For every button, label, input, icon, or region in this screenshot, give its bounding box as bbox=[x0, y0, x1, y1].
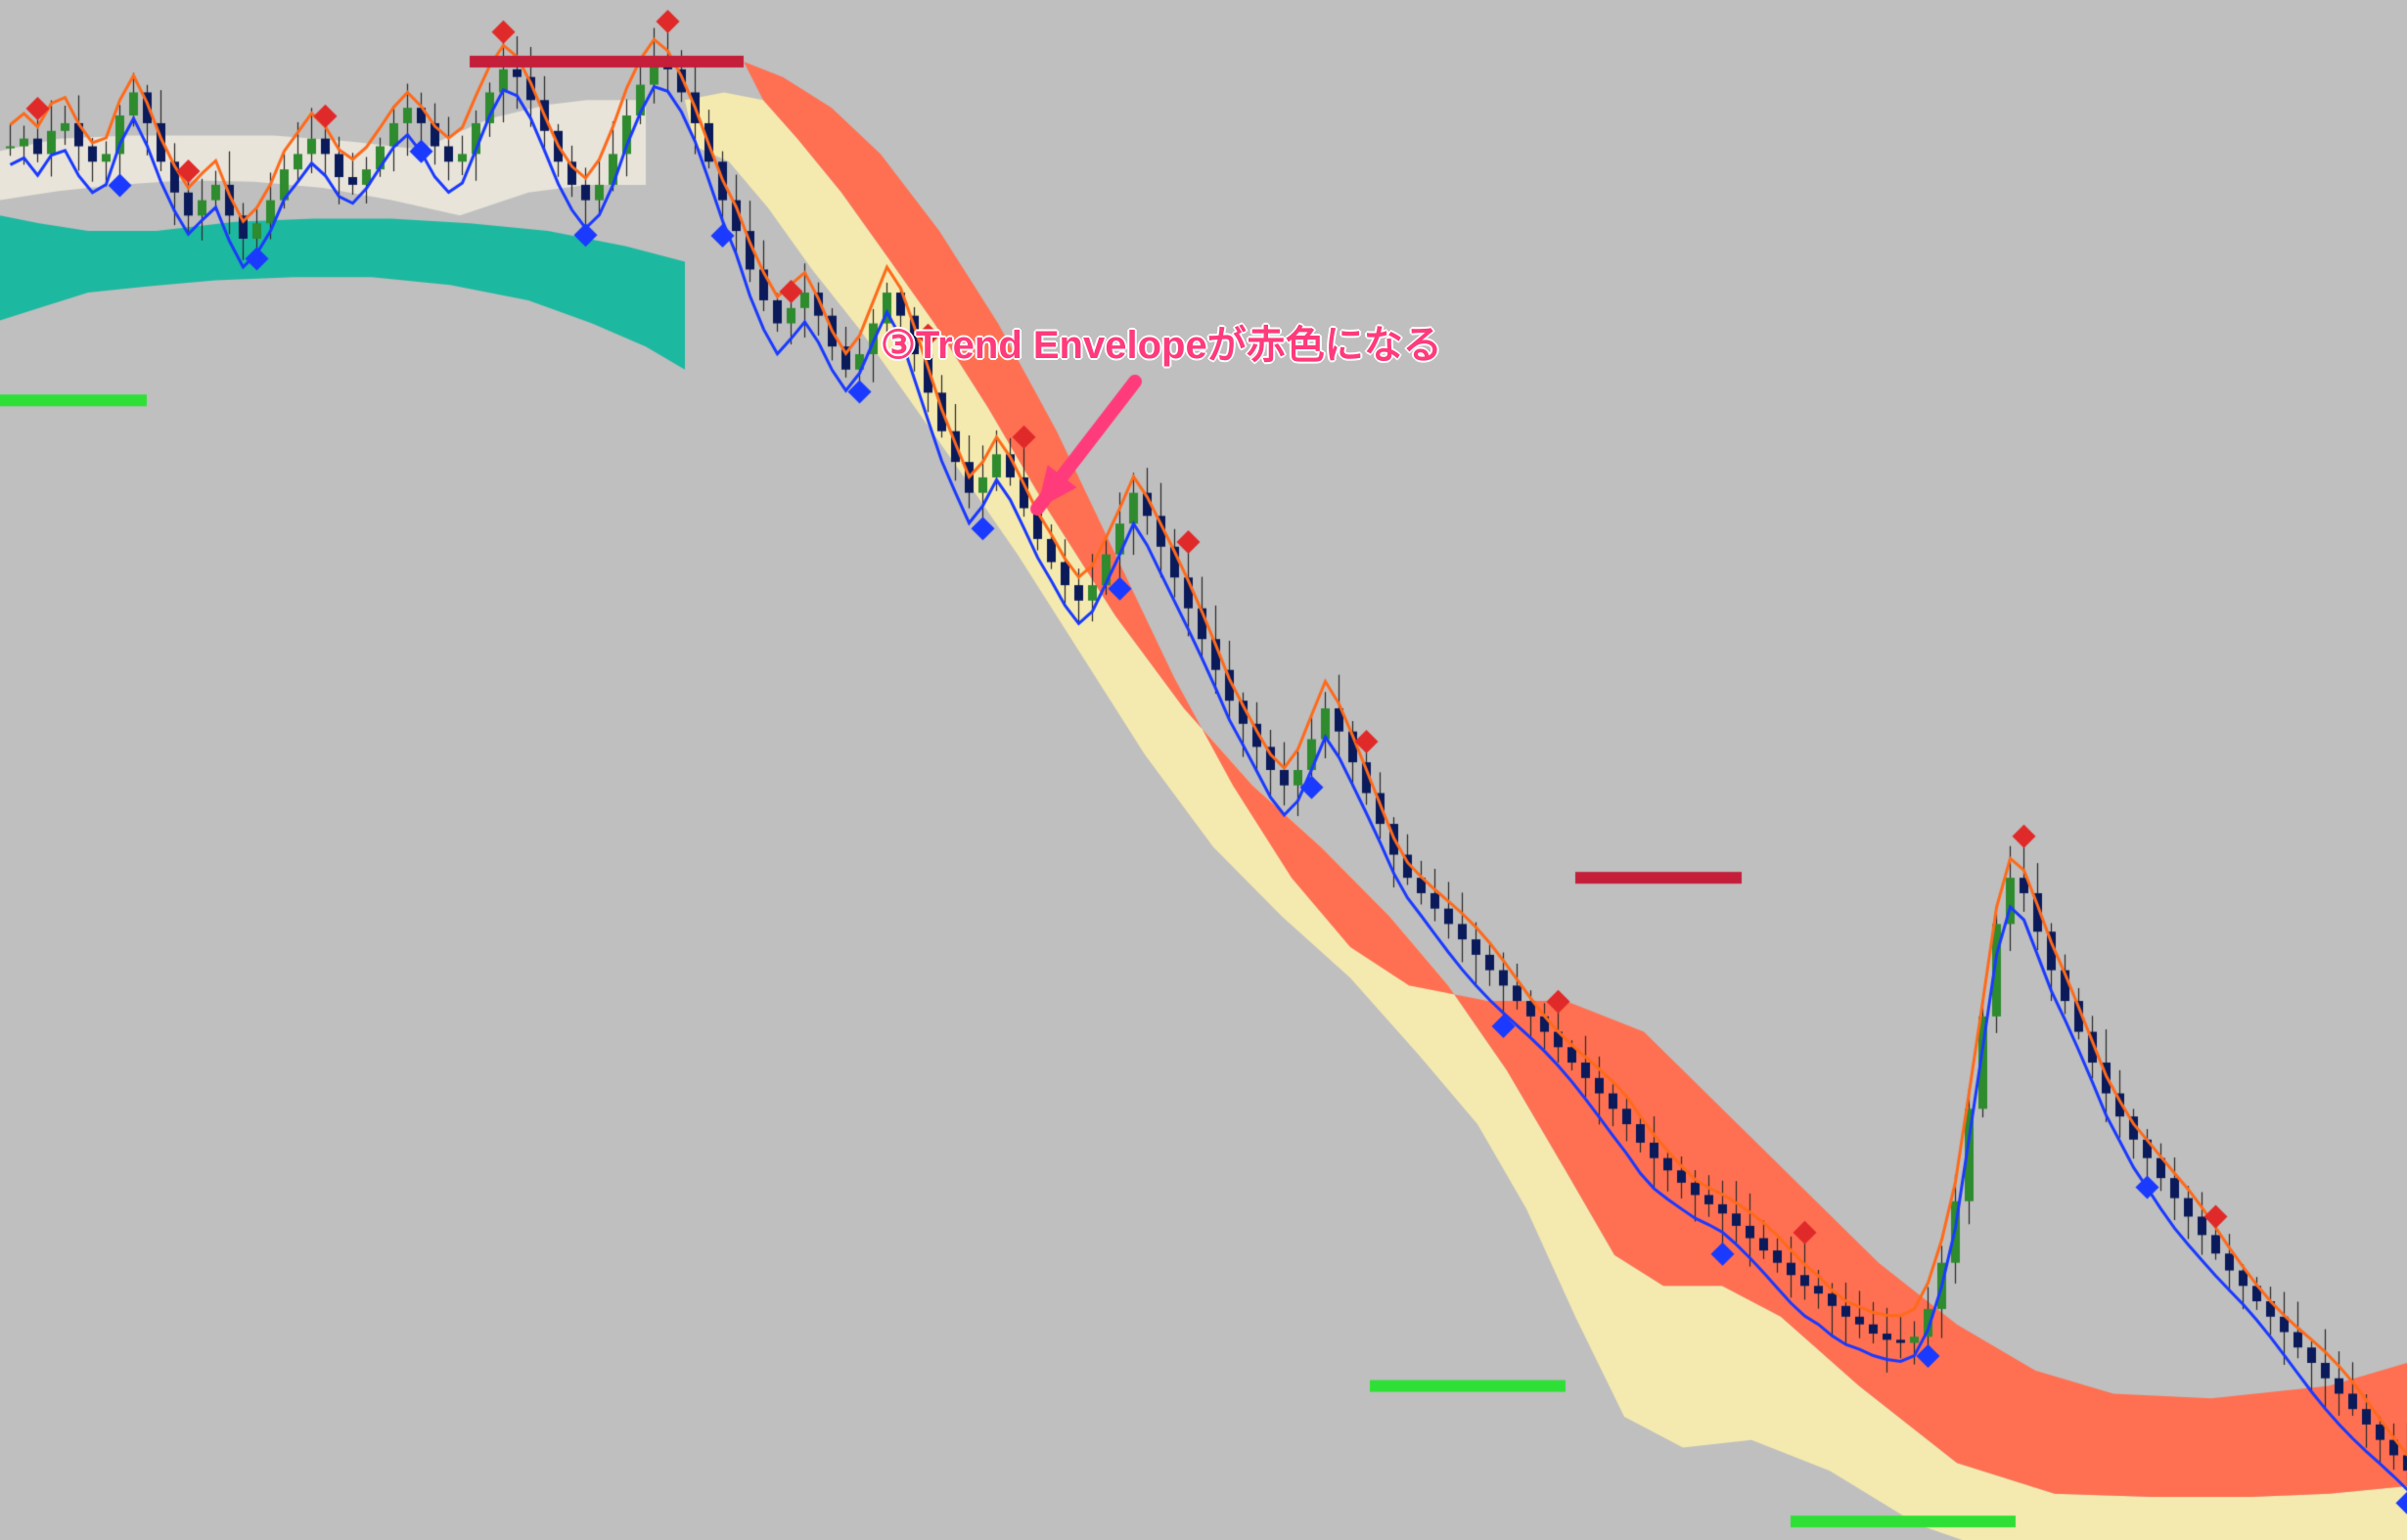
price-chart[interactable] bbox=[0, 0, 2407, 1540]
annotation-label: ③Trend Envelopeが赤色になる bbox=[881, 313, 1442, 370]
